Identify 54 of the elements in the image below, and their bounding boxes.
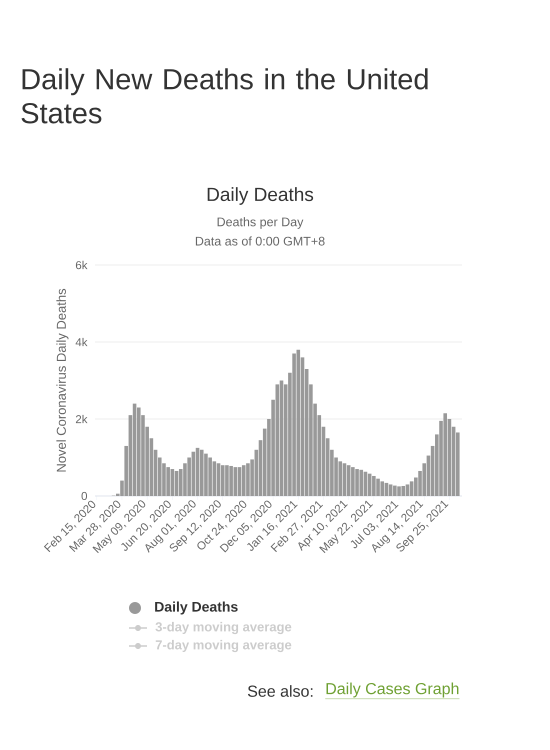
- bar: [443, 413, 448, 496]
- bar: [234, 467, 238, 496]
- bar: [380, 481, 384, 496]
- bar: [229, 466, 233, 496]
- bar: [276, 384, 280, 496]
- bar: [372, 476, 376, 496]
- bar: [368, 474, 372, 496]
- y-tick-label: 6k: [76, 260, 88, 270]
- y-axis-title: Novel Coronavirus Daily Deaths: [56, 288, 68, 472]
- bar: [136, 407, 141, 496]
- bar: [342, 463, 346, 496]
- bar: [280, 380, 284, 496]
- bar: [388, 484, 392, 496]
- y-tick-label: 2k: [76, 414, 88, 424]
- bar: [238, 467, 242, 496]
- bar: [384, 482, 388, 496]
- text: See also:: [248, 685, 312, 697]
- chart-title: Daily New Deaths in the United States: [22, 68, 428, 124]
- bar: [406, 484, 410, 496]
- bar: [246, 463, 250, 496]
- bar: [359, 470, 364, 496]
- bar: [376, 478, 380, 496]
- bar: [346, 465, 350, 496]
- bar: [200, 450, 204, 496]
- bar: [174, 470, 178, 496]
- chart-subtitle: Daily Deaths: [208, 187, 314, 205]
- bar: [166, 467, 170, 496]
- bar: [397, 486, 401, 496]
- text: Data as of 0:00 GMT+8: [196, 236, 325, 246]
- bar: [192, 452, 196, 496]
- bar: [196, 448, 200, 496]
- bar: [208, 457, 212, 496]
- text: Daily Cases Graph: [326, 682, 458, 698]
- bar: [355, 469, 359, 496]
- bar: [364, 472, 368, 496]
- bar: [216, 463, 220, 496]
- bar: [212, 461, 216, 496]
- y-tick-label: 0: [82, 492, 88, 500]
- bar: [338, 461, 342, 496]
- bar: [132, 404, 136, 496]
- bar: [220, 465, 225, 496]
- bar: [204, 454, 208, 496]
- bar: [351, 467, 355, 496]
- bar: [296, 350, 300, 496]
- y-tick-label: 4k: [76, 338, 88, 346]
- bar: [393, 486, 397, 496]
- bar: [170, 469, 174, 496]
- legend-label: Daily Deaths: [155, 601, 238, 615]
- bar: [401, 486, 406, 496]
- bar: [410, 481, 414, 496]
- bar: [292, 354, 296, 496]
- bar: [242, 465, 246, 496]
- bar: [225, 465, 229, 496]
- text: Deaths per Day: [218, 217, 304, 229]
